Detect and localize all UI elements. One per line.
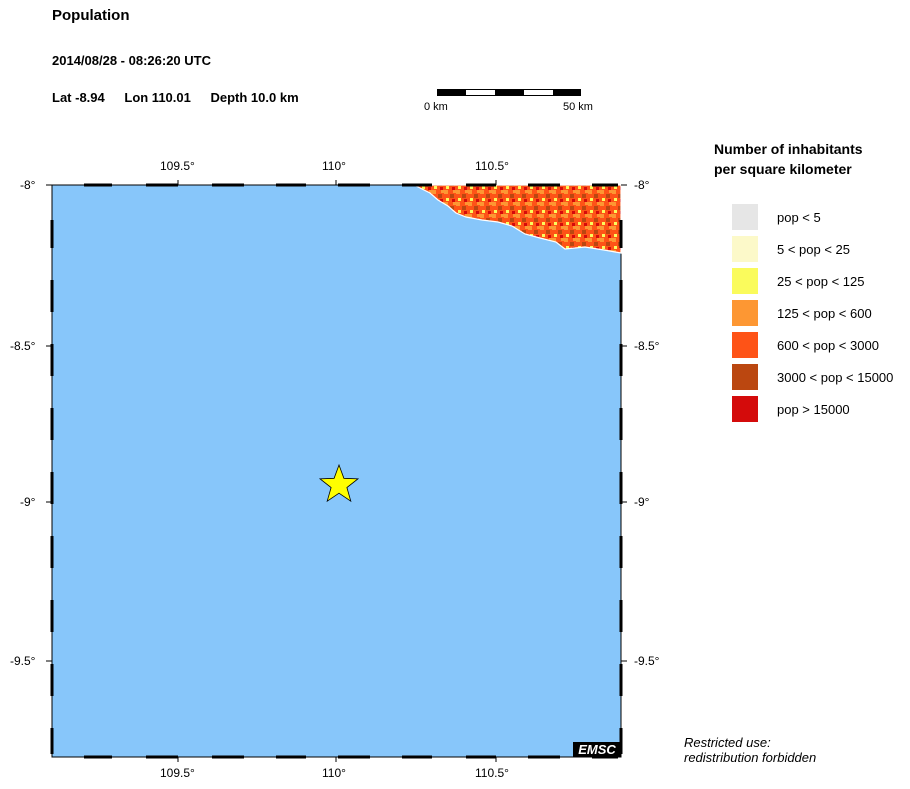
- legend-title: Number of inhabitants per square kilomet…: [714, 139, 863, 179]
- lat-tick-label-right: -8.5°: [634, 339, 660, 353]
- scale-end-label: 50 km: [563, 101, 593, 113]
- lon-tick-label-bottom: 109.5°: [160, 766, 195, 780]
- map-frame-ticks: [50, 183, 623, 759]
- legend-label: 5 < pop < 25: [777, 242, 851, 257]
- legend-title-line: Number of inhabitants: [714, 141, 863, 157]
- legend-label: pop < 5: [777, 210, 821, 225]
- legend-title-line: per square kilometer: [714, 161, 852, 177]
- lat-tick-label-right: -8°: [634, 178, 650, 192]
- restricted-use-notice: Restricted use: redistribution forbidden: [684, 735, 816, 765]
- lon-tick-label-top: 109.5°: [160, 159, 195, 173]
- legend-label: 600 < pop < 3000: [777, 338, 879, 353]
- lat-tick-label-left: -8.5°: [10, 339, 36, 353]
- legend-item: 600 < pop < 3000: [732, 332, 910, 358]
- legend-label: 3000 < pop < 15000: [777, 370, 894, 385]
- population-map: [46, 180, 627, 762]
- legend-swatch: [732, 204, 758, 230]
- legend-label: 25 < pop < 125: [777, 274, 865, 289]
- lat-tick-label-left: -8°: [20, 178, 36, 192]
- lat-tick-label-left: -9.5°: [10, 654, 36, 668]
- legend-item: 3000 < pop < 15000: [732, 364, 910, 390]
- legend-item: 5 < pop < 25: [732, 236, 910, 262]
- map-title: Population: [52, 7, 130, 24]
- legend-swatch: [732, 236, 758, 262]
- lat-tick-label-left: -9°: [20, 495, 36, 509]
- legend-label: 125 < pop < 600: [777, 306, 872, 321]
- legend-item: pop < 5: [732, 204, 910, 230]
- legend-label: pop > 15000: [777, 402, 850, 417]
- restricted-line: redistribution forbidden: [684, 750, 817, 765]
- epicenter-star-icon: [318, 463, 360, 503]
- legend-swatch: [732, 364, 758, 390]
- lat-tick-label-right: -9°: [634, 495, 650, 509]
- lat-tick-label-right: -9.5°: [634, 654, 660, 668]
- graticule-ticks: [46, 180, 627, 762]
- depth-label: Depth 10.0 km: [210, 90, 299, 105]
- legend-swatch: [732, 332, 758, 358]
- lon-tick-label-top: 110°: [322, 159, 346, 173]
- legend-swatch: [732, 396, 758, 422]
- legend-swatch: [732, 268, 758, 294]
- restricted-line: Restricted use:: [684, 735, 771, 750]
- latitude-label: Lat -8.94: [52, 90, 105, 105]
- legend-item: 125 < pop < 600: [732, 300, 910, 326]
- legend-swatch: [732, 300, 758, 326]
- event-datetime: 2014/08/28 - 08:26:20 UTC: [52, 53, 211, 68]
- event-location-info: Lat -8.94 Lon 110.01 Depth 10.0 km: [52, 90, 315, 105]
- legend-item: pop > 15000: [732, 396, 910, 422]
- lon-tick-label-top: 110.5°: [475, 159, 509, 173]
- lon-tick-label-bottom: 110.5°: [475, 766, 509, 780]
- scale-bar: [437, 89, 581, 96]
- land-population-area: [413, 184, 622, 254]
- emsc-watermark: EMSC: [573, 742, 621, 757]
- longitude-label: Lon 110.01: [124, 90, 191, 105]
- lon-tick-label-bottom: 110°: [322, 766, 346, 780]
- scale-start-label: 0 km: [424, 101, 448, 113]
- legend-item: 25 < pop < 125: [732, 268, 910, 294]
